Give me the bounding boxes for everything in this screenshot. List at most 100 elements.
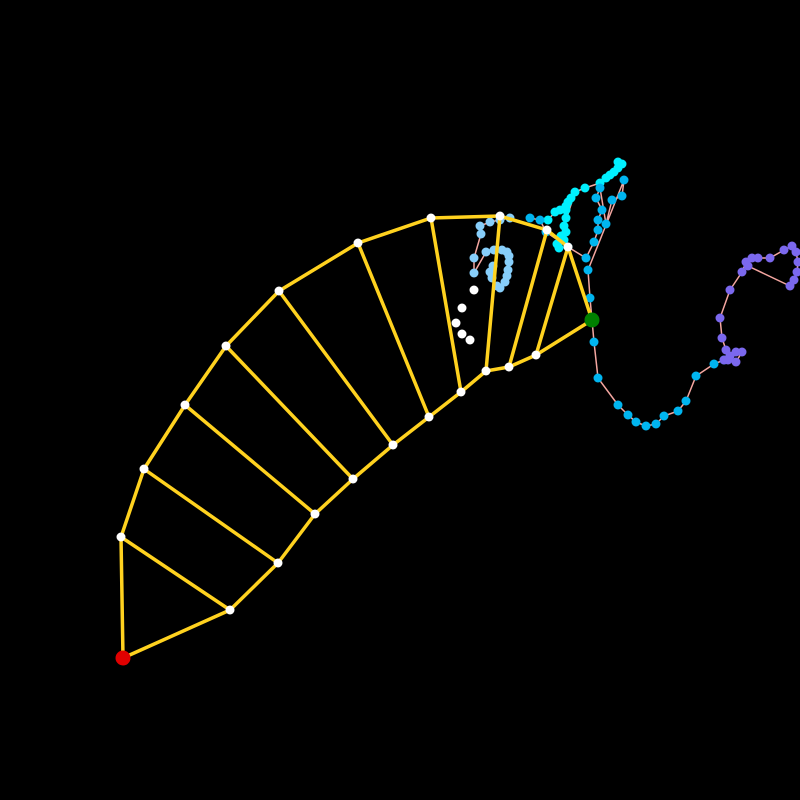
outline-rung — [119, 535, 232, 612]
deepsky-trail-point — [591, 193, 601, 203]
deepsky-trail-point — [709, 359, 719, 369]
outline-rung — [484, 214, 502, 373]
cyan-trail-point — [543, 215, 553, 225]
cyan-trail-point — [561, 205, 571, 215]
deepsky-trail-point — [593, 225, 603, 235]
deepsky-trail-point — [641, 421, 651, 431]
outline-vertex — [481, 366, 491, 376]
outline-vertex — [116, 532, 126, 542]
white-trail-point — [465, 335, 475, 345]
lightblue-trail-point — [476, 229, 486, 239]
deepsky-trail-point — [613, 400, 623, 410]
outline-vertex — [225, 605, 235, 615]
deepsky-trail-point — [589, 237, 599, 247]
purple-trail-point — [715, 313, 725, 323]
yellow-outline — [119, 214, 594, 660]
outline-vertex — [221, 341, 231, 351]
deepsky-trail-point — [601, 219, 611, 229]
outline-vertex — [274, 286, 284, 296]
outline-inner-chain — [121, 318, 594, 660]
deepsky-trail-point — [593, 215, 603, 225]
deepsky-trail-point — [583, 265, 593, 275]
white-trail-point — [469, 285, 479, 295]
outline-vertex — [426, 213, 436, 223]
outline-vertex — [310, 509, 320, 519]
deepsky-trail-point — [631, 417, 641, 427]
deepsky-trail-point — [623, 410, 633, 420]
start-marker — [115, 650, 131, 666]
outline-vertex — [563, 242, 573, 252]
outline-vertex — [139, 464, 149, 474]
purple-trail-point — [785, 281, 795, 291]
purple-trail-point — [717, 333, 727, 343]
lightblue-trail-point — [504, 257, 514, 267]
outline-rung — [534, 245, 570, 357]
deepsky-trail-point — [673, 406, 683, 416]
endpoint-markers — [115, 312, 600, 666]
outline-outer-chain — [119, 214, 594, 660]
outline-rung — [507, 228, 549, 369]
outline-rung — [183, 403, 317, 516]
deepsky-trail-point — [651, 419, 661, 429]
lightblue-trail-point — [469, 253, 479, 263]
outline-vertex — [504, 362, 514, 372]
deepsky-trail-point — [617, 191, 627, 201]
purple-trail-point — [791, 247, 800, 257]
outline-vertex — [353, 238, 363, 248]
deepsky-trail-point — [585, 293, 595, 303]
lightblue-trail-point — [500, 277, 510, 287]
purple-trail-point — [737, 347, 747, 357]
deepsky-trail-point — [535, 215, 545, 225]
deepsky-trail-point — [581, 253, 591, 263]
outline-vertex — [388, 440, 398, 450]
cyan-trail-point — [570, 187, 580, 197]
outline-vertex — [180, 400, 190, 410]
deepsky-trail-point — [525, 213, 535, 223]
lightblue-trail-point — [485, 217, 495, 227]
deepsky-trail-point — [595, 183, 605, 193]
deepsky-trail-point — [681, 396, 691, 406]
purple-trail-point — [765, 253, 775, 263]
lightblue-trail-point — [469, 268, 479, 278]
cyan-trail-point — [561, 213, 571, 223]
purple-trail-point — [731, 357, 741, 367]
white-trail-point — [451, 318, 461, 328]
deepsky-trail-point — [607, 195, 617, 205]
outline-rung — [429, 216, 463, 394]
outline-vertex — [542, 225, 552, 235]
white-trail-point — [457, 303, 467, 313]
purple-trail-point — [779, 245, 789, 255]
cyan-trail-point — [580, 183, 590, 193]
end-marker — [584, 312, 600, 328]
cyan-trail-point — [613, 157, 623, 167]
outline-rung — [356, 241, 431, 419]
outline-vertices — [116, 211, 573, 615]
deepsky-trail-point — [659, 411, 669, 421]
outline-rung — [277, 289, 395, 447]
deepsky-trail-point — [593, 373, 603, 383]
purple-trail-point — [725, 285, 735, 295]
purple-trail-point — [721, 345, 731, 355]
white-trail-point — [457, 329, 467, 339]
deepsky-trail-point — [589, 337, 599, 347]
deepsky-trail-point — [597, 205, 607, 215]
lightblue-trail-point — [481, 247, 491, 257]
outline-rung — [142, 467, 280, 565]
outline-vertex — [273, 558, 283, 568]
outline-rung — [224, 344, 355, 481]
purple-trail-point — [723, 355, 733, 365]
purple-trail-point — [753, 253, 763, 263]
outline-vertex — [348, 474, 358, 484]
outline-vertex — [456, 387, 466, 397]
lightblue-trail-point — [475, 221, 485, 231]
deepsky-trail-point — [691, 371, 701, 381]
purple-trail-point — [793, 257, 800, 267]
outline-vertex — [531, 350, 541, 360]
deepsky-trail-point — [619, 175, 629, 185]
purple-trail-point — [743, 261, 753, 271]
outline-vertex — [424, 412, 434, 422]
outline-vertex — [495, 211, 505, 221]
purple-trail-point — [737, 267, 747, 277]
